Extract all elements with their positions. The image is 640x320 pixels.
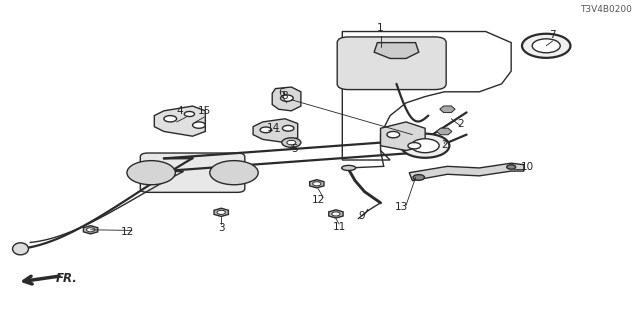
Text: 13: 13	[395, 202, 408, 212]
Polygon shape	[329, 210, 343, 218]
Circle shape	[217, 210, 225, 214]
Polygon shape	[374, 43, 419, 59]
Text: 15: 15	[197, 106, 211, 116]
Circle shape	[282, 125, 294, 131]
Circle shape	[411, 139, 439, 153]
Circle shape	[260, 127, 271, 133]
Circle shape	[408, 142, 420, 149]
FancyBboxPatch shape	[140, 153, 245, 192]
Text: 12: 12	[121, 227, 134, 237]
Text: 5: 5	[291, 144, 298, 154]
Circle shape	[332, 212, 340, 216]
Text: 6: 6	[278, 88, 285, 98]
Text: 3: 3	[218, 223, 225, 233]
Circle shape	[184, 111, 195, 116]
Text: 2: 2	[457, 118, 463, 129]
Circle shape	[280, 95, 293, 101]
Polygon shape	[409, 163, 524, 180]
Text: 8: 8	[282, 91, 288, 101]
Text: 1: 1	[377, 23, 384, 33]
Circle shape	[507, 165, 516, 169]
Circle shape	[401, 134, 449, 158]
Circle shape	[86, 228, 95, 232]
Text: T3V4B0200: T3V4B0200	[580, 5, 632, 14]
Circle shape	[387, 132, 399, 138]
FancyBboxPatch shape	[337, 37, 446, 90]
Circle shape	[413, 175, 424, 180]
Circle shape	[532, 39, 560, 53]
Text: 12: 12	[312, 195, 325, 205]
Polygon shape	[272, 87, 301, 111]
Text: 2: 2	[441, 140, 447, 150]
Ellipse shape	[342, 165, 356, 171]
Text: 9: 9	[358, 211, 365, 220]
Text: FR.: FR.	[56, 272, 77, 285]
Circle shape	[287, 140, 296, 145]
Circle shape	[313, 182, 321, 186]
Text: 7: 7	[549, 30, 556, 40]
Ellipse shape	[13, 243, 28, 255]
Polygon shape	[310, 180, 324, 188]
Polygon shape	[381, 122, 425, 150]
Circle shape	[164, 116, 177, 122]
Text: 14: 14	[267, 123, 280, 133]
Circle shape	[127, 161, 175, 185]
Circle shape	[282, 138, 301, 147]
Polygon shape	[436, 128, 452, 135]
Polygon shape	[440, 106, 455, 113]
Text: 11: 11	[333, 222, 346, 232]
Polygon shape	[154, 106, 205, 136]
Circle shape	[210, 161, 258, 185]
Polygon shape	[253, 119, 298, 142]
Polygon shape	[83, 226, 98, 234]
Polygon shape	[214, 208, 228, 216]
Text: 10: 10	[520, 162, 534, 172]
Circle shape	[522, 34, 570, 58]
Text: 4: 4	[177, 106, 183, 116]
Circle shape	[193, 122, 205, 128]
